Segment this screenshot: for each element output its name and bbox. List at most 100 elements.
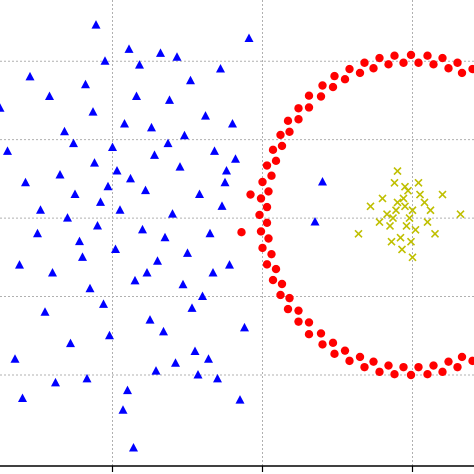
point: [285, 127, 294, 136]
point: [402, 221, 411, 231]
point: [264, 187, 273, 196]
point: [246, 190, 255, 199]
point: [255, 210, 264, 220]
point: [147, 122, 156, 132]
point: [430, 229, 440, 238]
point: [397, 245, 407, 254]
point: [159, 326, 168, 336]
point: [210, 146, 219, 155]
point: [384, 60, 393, 69]
point: [318, 177, 327, 186]
point: [304, 330, 314, 339]
point: [423, 217, 432, 227]
point: [112, 166, 122, 175]
point: [340, 75, 350, 84]
point: [150, 150, 159, 159]
point: [429, 361, 438, 370]
point: [262, 161, 272, 170]
point: [393, 198, 402, 207]
point: [228, 118, 237, 128]
point: [55, 169, 65, 179]
point: [129, 442, 138, 452]
point: [256, 227, 266, 236]
point: [378, 194, 387, 203]
point: [99, 299, 108, 308]
point: [390, 178, 399, 187]
point: [387, 237, 396, 246]
point: [403, 186, 413, 195]
point: [375, 53, 384, 63]
point: [310, 217, 320, 226]
point: [355, 68, 365, 78]
point: [70, 189, 80, 199]
point: [90, 158, 99, 167]
point: [217, 201, 227, 210]
point: [420, 198, 429, 207]
point: [100, 56, 110, 65]
point: [160, 232, 170, 242]
point: [330, 71, 339, 81]
point: [267, 171, 276, 180]
point: [96, 197, 105, 206]
point: [294, 104, 303, 113]
point: [186, 75, 195, 85]
point: [118, 405, 128, 414]
point: [171, 358, 180, 367]
point: [393, 166, 402, 176]
point: [268, 275, 278, 285]
point: [414, 362, 423, 372]
point: [235, 395, 245, 404]
point: [108, 142, 117, 151]
point: [396, 233, 405, 242]
point: [45, 91, 54, 100]
point: [414, 58, 423, 67]
point: [457, 68, 467, 78]
point: [25, 71, 35, 81]
point: [304, 91, 314, 100]
point: [262, 202, 272, 212]
point: [237, 228, 246, 237]
point: [406, 237, 416, 246]
point: [93, 220, 102, 230]
point: [385, 221, 395, 231]
point: [82, 373, 92, 383]
point: [414, 178, 423, 187]
point: [193, 369, 203, 379]
point: [85, 283, 95, 293]
point: [240, 322, 249, 332]
point: [262, 218, 272, 228]
point: [294, 306, 303, 315]
point: [405, 214, 414, 223]
point: [60, 126, 69, 136]
point: [126, 173, 135, 183]
point: [0, 103, 5, 112]
point: [88, 107, 98, 116]
point: [415, 190, 425, 199]
point: [156, 48, 165, 57]
point: [256, 194, 266, 203]
point: [264, 234, 273, 243]
point: [66, 338, 75, 348]
point: [63, 213, 72, 222]
point: [354, 229, 363, 238]
point: [399, 194, 408, 203]
point: [33, 228, 42, 238]
point: [400, 202, 410, 211]
point: [318, 81, 327, 90]
point: [406, 50, 416, 60]
point: [384, 361, 393, 370]
point: [360, 362, 369, 372]
point: [141, 185, 150, 195]
point: [423, 51, 432, 60]
point: [258, 177, 267, 187]
point: [276, 290, 285, 300]
point: [124, 44, 134, 53]
point: [138, 224, 147, 234]
point: [75, 236, 84, 246]
point: [222, 166, 231, 175]
point: [135, 60, 144, 69]
point: [438, 190, 447, 199]
point: [390, 51, 399, 60]
point: [175, 162, 185, 171]
